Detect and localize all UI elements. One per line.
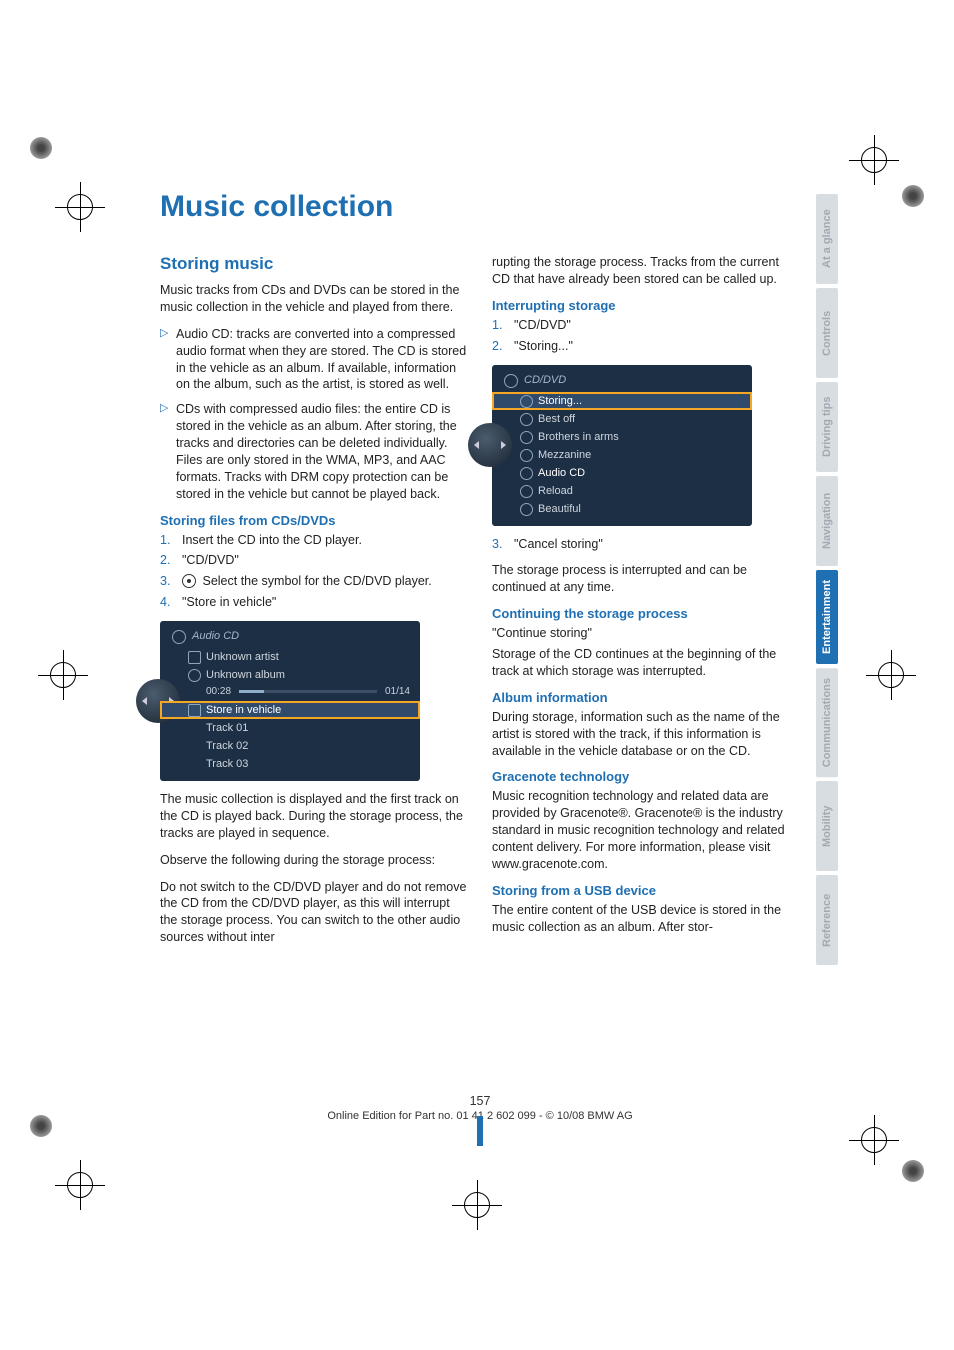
print-grain <box>902 185 924 207</box>
crosshair-icon <box>849 1115 899 1165</box>
body-text: Storage of the CD continues at the begin… <box>492 646 800 680</box>
step-item: 3. Select the symbol for the CD/DVD play… <box>160 573 468 590</box>
side-tab[interactable]: At a glance <box>816 194 838 284</box>
heading-storing-music: Storing music <box>160 254 468 274</box>
screenshot-row: Best off <box>492 410 752 428</box>
crosshair-icon <box>866 650 916 700</box>
screenshot-header: CD/DVD <box>492 370 752 392</box>
heading-storing-files: Storing files from CDs/DVDs <box>160 513 468 528</box>
step-item: 3."Cancel storing" <box>492 536 800 553</box>
disc-icon <box>504 374 518 388</box>
screenshot-row: Track 02 <box>160 737 420 755</box>
footer-bar <box>477 1116 483 1146</box>
screenshot-row: Brothers in arms <box>492 428 752 446</box>
body-text: rupting the storage process. Tracks from… <box>492 254 800 288</box>
page-number: 157 <box>160 1094 800 1108</box>
disc-icon <box>520 449 533 462</box>
print-grain <box>30 1115 52 1137</box>
step-text: Select the symbol for the CD/DVD player. <box>202 574 431 588</box>
step-text: Insert the CD into the CD player. <box>182 533 362 547</box>
disc-icon <box>520 431 533 444</box>
disc-icon <box>520 467 533 480</box>
right-column: rupting the storage process. Tracks from… <box>492 254 800 946</box>
heading-usb: Storing from a USB device <box>492 883 800 898</box>
heading-interrupting: Interrupting storage <box>492 298 800 313</box>
heading-album-info: Album information <box>492 690 800 705</box>
cd-icon <box>182 574 196 588</box>
step-text: "Store in vehicle" <box>182 595 276 609</box>
step-text: "CD/DVD" <box>182 553 239 567</box>
body-text: The storage process is interrupted and c… <box>492 562 800 596</box>
page-title: Music collection <box>160 190 800 224</box>
screenshot-row: Audio CD <box>492 464 752 482</box>
side-tab[interactable]: Mobility <box>816 781 838 871</box>
body-text: Music recognition technology and related… <box>492 788 800 872</box>
progress-bar <box>239 690 377 693</box>
side-tab[interactable]: Reference <box>816 875 838 965</box>
screenshot-header: Audio CD <box>160 626 420 648</box>
disc-icon <box>520 503 533 516</box>
screenshot-row: Mezzanine <box>492 446 752 464</box>
intro-text: Music tracks from CDs and DVDs can be st… <box>160 282 468 316</box>
screenshot-row-selected: Storing... <box>492 392 752 410</box>
page-footer: 157 Online Edition for Part no. 01 41 2 … <box>160 1094 800 1122</box>
album-icon <box>188 669 201 682</box>
heading-gracenote: Gracenote technology <box>492 769 800 784</box>
bullet-item: CDs with compressed audio files: the ent… <box>160 401 468 502</box>
step-item: 2."CD/DVD" <box>160 552 468 569</box>
body-text: The entire content of the USB device is … <box>492 902 800 936</box>
time-left: 00:28 <box>206 686 231 697</box>
side-tab[interactable]: Controls <box>816 288 838 378</box>
step-item: 1."CD/DVD" <box>492 317 800 334</box>
step-list: 1.Insert the CD into the CD player. 2."C… <box>160 532 468 612</box>
disc-icon <box>520 485 533 498</box>
side-tab[interactable]: Communications <box>816 668 838 777</box>
side-tab[interactable]: Driving tips <box>816 382 838 472</box>
left-column: Storing music Music tracks from CDs and … <box>160 254 468 946</box>
screenshot-row: Beautiful <box>492 500 752 518</box>
screenshot-row: Unknown album <box>160 666 420 684</box>
heading-continuing: Continuing the storage process <box>492 606 800 621</box>
crosshair-icon <box>849 135 899 185</box>
body-text: During storage, information such as the … <box>492 709 800 760</box>
body-text: The music collection is displayed and th… <box>160 791 468 842</box>
screenshot-audio-cd: Audio CD Unknown artist Unknown album 00… <box>160 621 420 781</box>
screenshot-row: Track 03 <box>160 755 420 773</box>
page-content: Music collection Storing music Music tra… <box>160 190 800 1140</box>
step-text: "Storing..." <box>514 339 573 353</box>
time-right: 01/14 <box>385 686 410 697</box>
crosshair-icon <box>452 1180 502 1230</box>
step-text: "CD/DVD" <box>514 318 571 332</box>
body-text: Observe the following during the storage… <box>160 852 468 869</box>
artist-icon <box>188 651 201 664</box>
body-text: "Continue storing" <box>492 625 800 642</box>
crosshair-icon <box>38 650 88 700</box>
screenshot-row: Reload <box>492 482 752 500</box>
print-grain <box>902 1160 924 1182</box>
crosshair-icon <box>55 182 105 232</box>
bullet-item: Audio CD: tracks are converted into a co… <box>160 326 468 394</box>
step-item: 2."Storing..." <box>492 338 800 355</box>
step-list: 1."CD/DVD" 2."Storing..." <box>492 317 800 355</box>
screenshot-row: Track 01 <box>160 719 420 737</box>
screenshot-row-selected: Store in vehicle <box>160 701 420 719</box>
screenshot-row: Unknown artist <box>160 648 420 666</box>
step-item: 1.Insert the CD into the CD player. <box>160 532 468 549</box>
step-text: "Cancel storing" <box>514 537 603 551</box>
side-tab[interactable]: Entertainment <box>816 570 838 664</box>
step-list: 3."Cancel storing" <box>492 536 800 553</box>
disc-icon <box>172 630 186 644</box>
body-text: Do not switch to the CD/DVD player and d… <box>160 879 468 947</box>
crosshair-icon <box>55 1160 105 1210</box>
print-grain <box>30 137 52 159</box>
store-icon <box>188 704 201 717</box>
disc-icon <box>520 395 533 408</box>
side-tabs: At a glance Controls Driving tips Navigatio… <box>816 194 838 965</box>
time-bar: 00:28 01/14 <box>160 684 420 701</box>
disc-icon <box>520 413 533 426</box>
screenshot-cddvd: CD/DVD Storing... Best off Brothers in a… <box>492 365 752 526</box>
bullet-list: Audio CD: tracks are converted into a co… <box>160 326 468 503</box>
step-item: 4."Store in vehicle" <box>160 594 468 611</box>
side-tab[interactable]: Navigation <box>816 476 838 566</box>
